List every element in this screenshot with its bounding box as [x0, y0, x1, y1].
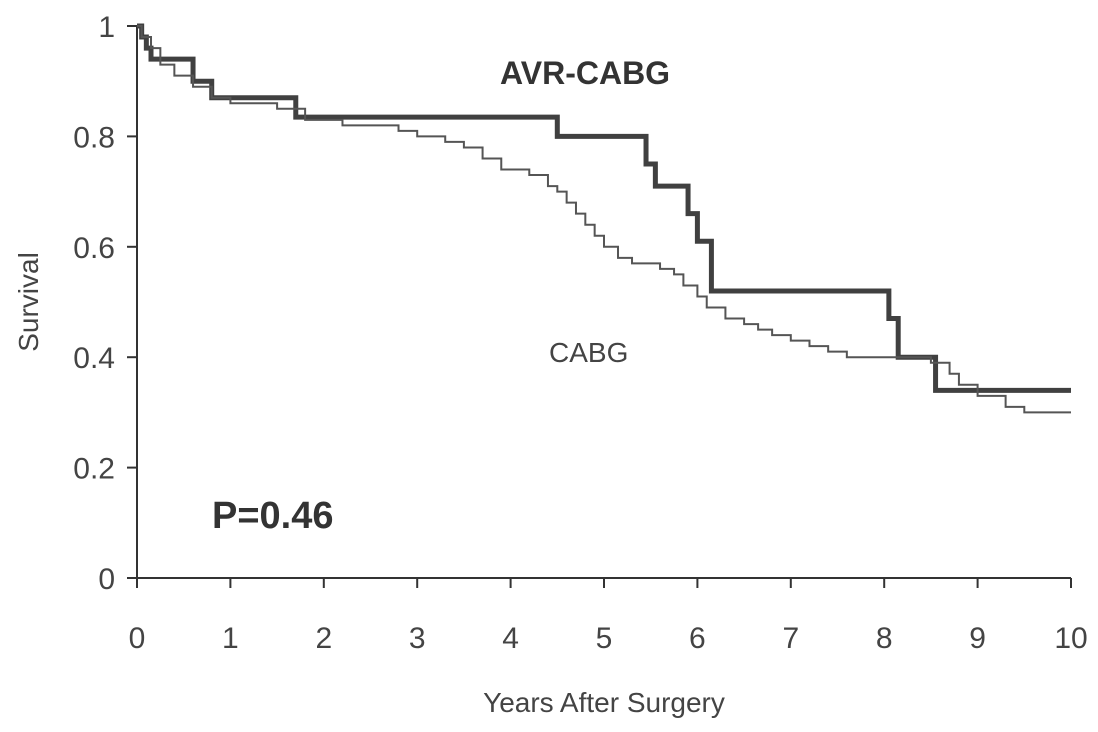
x-tick-label: 2: [315, 622, 332, 655]
x-tick-label: 9: [969, 622, 986, 655]
y-tick-label: 0: [98, 563, 115, 596]
series-line-cabg: [137, 25, 1071, 414]
x-tick-label: 10: [1054, 622, 1087, 655]
y-axis-ticks: 0 0.2 0.4 0.6 0.8 1: [73, 11, 137, 596]
y-tick-label: 0.6: [73, 232, 115, 265]
cabg-annotation: CABG: [549, 337, 628, 368]
x-tick-label: 7: [782, 622, 799, 655]
y-tick-label: 0.2: [73, 453, 115, 486]
x-axis-title: Years After Surgery: [483, 687, 725, 718]
x-tick-label: 8: [876, 622, 893, 655]
avr-cabg-annotation: AVR-CABG: [500, 55, 670, 91]
x-tick-label: 5: [596, 622, 613, 655]
x-axis-ticks: 0 1 2 3 4 5 6 7 8 9 10: [129, 578, 1088, 655]
x-tick-label: 0: [129, 622, 146, 655]
x-tick-label: 4: [502, 622, 519, 655]
x-tick-label: 6: [689, 622, 706, 655]
y-axis-title: Survival: [13, 252, 44, 352]
p-value-annotation: P=0.46: [212, 495, 334, 537]
y-tick-label: 1: [98, 11, 115, 44]
series-line-avr-cabg: [137, 23, 1071, 393]
y-tick-label: 0.4: [73, 342, 115, 375]
y-tick-label: 0.8: [73, 121, 115, 154]
x-tick-label: 3: [409, 622, 426, 655]
series-layer: [137, 23, 1071, 414]
x-tick-label: 1: [222, 622, 239, 655]
